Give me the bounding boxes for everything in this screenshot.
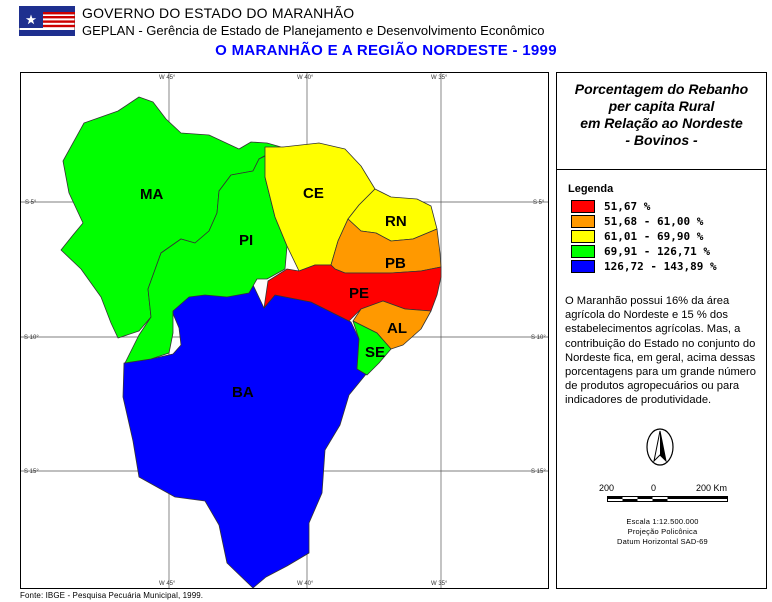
state-label-ma: MA: [140, 186, 163, 203]
panel-title: Porcentagem do Rebanho per capita Rural …: [563, 79, 760, 148]
north-arrow-icon: [646, 428, 674, 466]
side-panel: Porcentagem do Rebanho per capita Rural …: [556, 72, 767, 589]
scale-label-zero: 0: [651, 483, 657, 493]
projection: Projeção Policônica: [627, 527, 698, 536]
state-label-ba: BA: [232, 384, 254, 401]
lat-label-left-15: S 15°: [24, 469, 39, 475]
state-label-al: AL: [387, 320, 407, 337]
lat-label-left-10: S 10°: [24, 335, 39, 341]
scale-label-left: 200: [599, 483, 615, 493]
lat-label-right-15: S 15°: [531, 469, 546, 475]
state-label-ce: CE: [303, 185, 324, 202]
panel-divider: [557, 169, 766, 170]
legend-label: 69,91 - 126,71 %: [604, 245, 710, 258]
lat-label-right-10: S 10°: [531, 335, 546, 341]
state-label-rn: RN: [385, 213, 407, 230]
legend-label: 61,01 - 69,90 %: [604, 230, 704, 243]
legend-swatch-red: [571, 200, 595, 213]
scale-label-right: 200 Km: [696, 483, 728, 493]
lon-label-bottom-40: W 40°: [297, 581, 314, 587]
panel-title-line-4: - Bovinos -: [625, 132, 698, 148]
legend-label: 126,72 - 143,89 %: [604, 260, 717, 273]
panel-title-line-1: Porcentagem do Rebanho: [574, 81, 749, 97]
scale-ratio: Escala 1:12.500.000: [626, 517, 699, 526]
state-se: [352, 320, 392, 376]
state-pe: [263, 264, 442, 322]
lon-label-bottom-45: W 45°: [159, 581, 176, 587]
org-line-2: GEPLAN - Gerência de Estado de Planejame…: [82, 23, 545, 38]
state-label-pb: PB: [385, 255, 406, 272]
legend-swatch-yellow: [571, 230, 595, 243]
legend-swatch-orange: [571, 215, 595, 228]
maranhao-flag-logo: [19, 6, 75, 36]
header: GOVERNO DO ESTADO DO MARANHÃO GEPLAN - G…: [0, 0, 772, 64]
northeast-map: W 45° W 40° W 35° W 45° W 40° W 35° S 5°…: [21, 73, 548, 588]
lat-label-right-5: S 5°: [533, 200, 545, 206]
state-label-se: SE: [365, 344, 385, 361]
org-line-1: GOVERNO DO ESTADO DO MARANHÃO: [82, 5, 355, 21]
datum: Datum Horizontal SAD-69: [617, 537, 708, 546]
description-text: O Maranhão possui 16% da área agrícola d…: [565, 295, 756, 407]
lon-label-top-40: W 40°: [297, 75, 314, 81]
scale-text: Escala 1:12.500.000 Projeção Policônica …: [587, 517, 738, 547]
panel-title-line-3: em Relação ao Nordeste: [580, 115, 743, 131]
state-label-pe: PE: [349, 285, 369, 302]
lon-label-top-35: W 35°: [431, 75, 448, 81]
legend-swatch-blue: [571, 260, 595, 273]
state-pi: [124, 146, 288, 364]
scale-bar-graphic: [607, 496, 728, 502]
lat-label-left-5: S 5°: [25, 200, 37, 206]
state-label-pi: PI: [239, 232, 253, 249]
map-frame: W 45° W 40° W 35° W 45° W 40° W 35° S 5°…: [20, 72, 549, 589]
map-title: O MARANHÃO E A REGIÃO NORDESTE - 1999: [215, 42, 557, 59]
panel-title-line-2: per capita Rural: [608, 98, 715, 114]
legend-label: 51,68 - 61,00 %: [604, 215, 704, 228]
legend-label: 51,67 %: [604, 200, 651, 213]
legend-swatch-green: [571, 245, 595, 258]
lon-label-top-45: W 45°: [159, 75, 176, 81]
source-note: Fonte: IBGE - Pesquisa Pecuária Municipa…: [20, 591, 204, 600]
scale-bar: 200 0 200 Km Escala 1:12.500.000 Projeçã…: [587, 483, 747, 573]
lon-label-bottom-35: W 35°: [431, 581, 448, 587]
legend-title: Legenda: [568, 183, 614, 195]
